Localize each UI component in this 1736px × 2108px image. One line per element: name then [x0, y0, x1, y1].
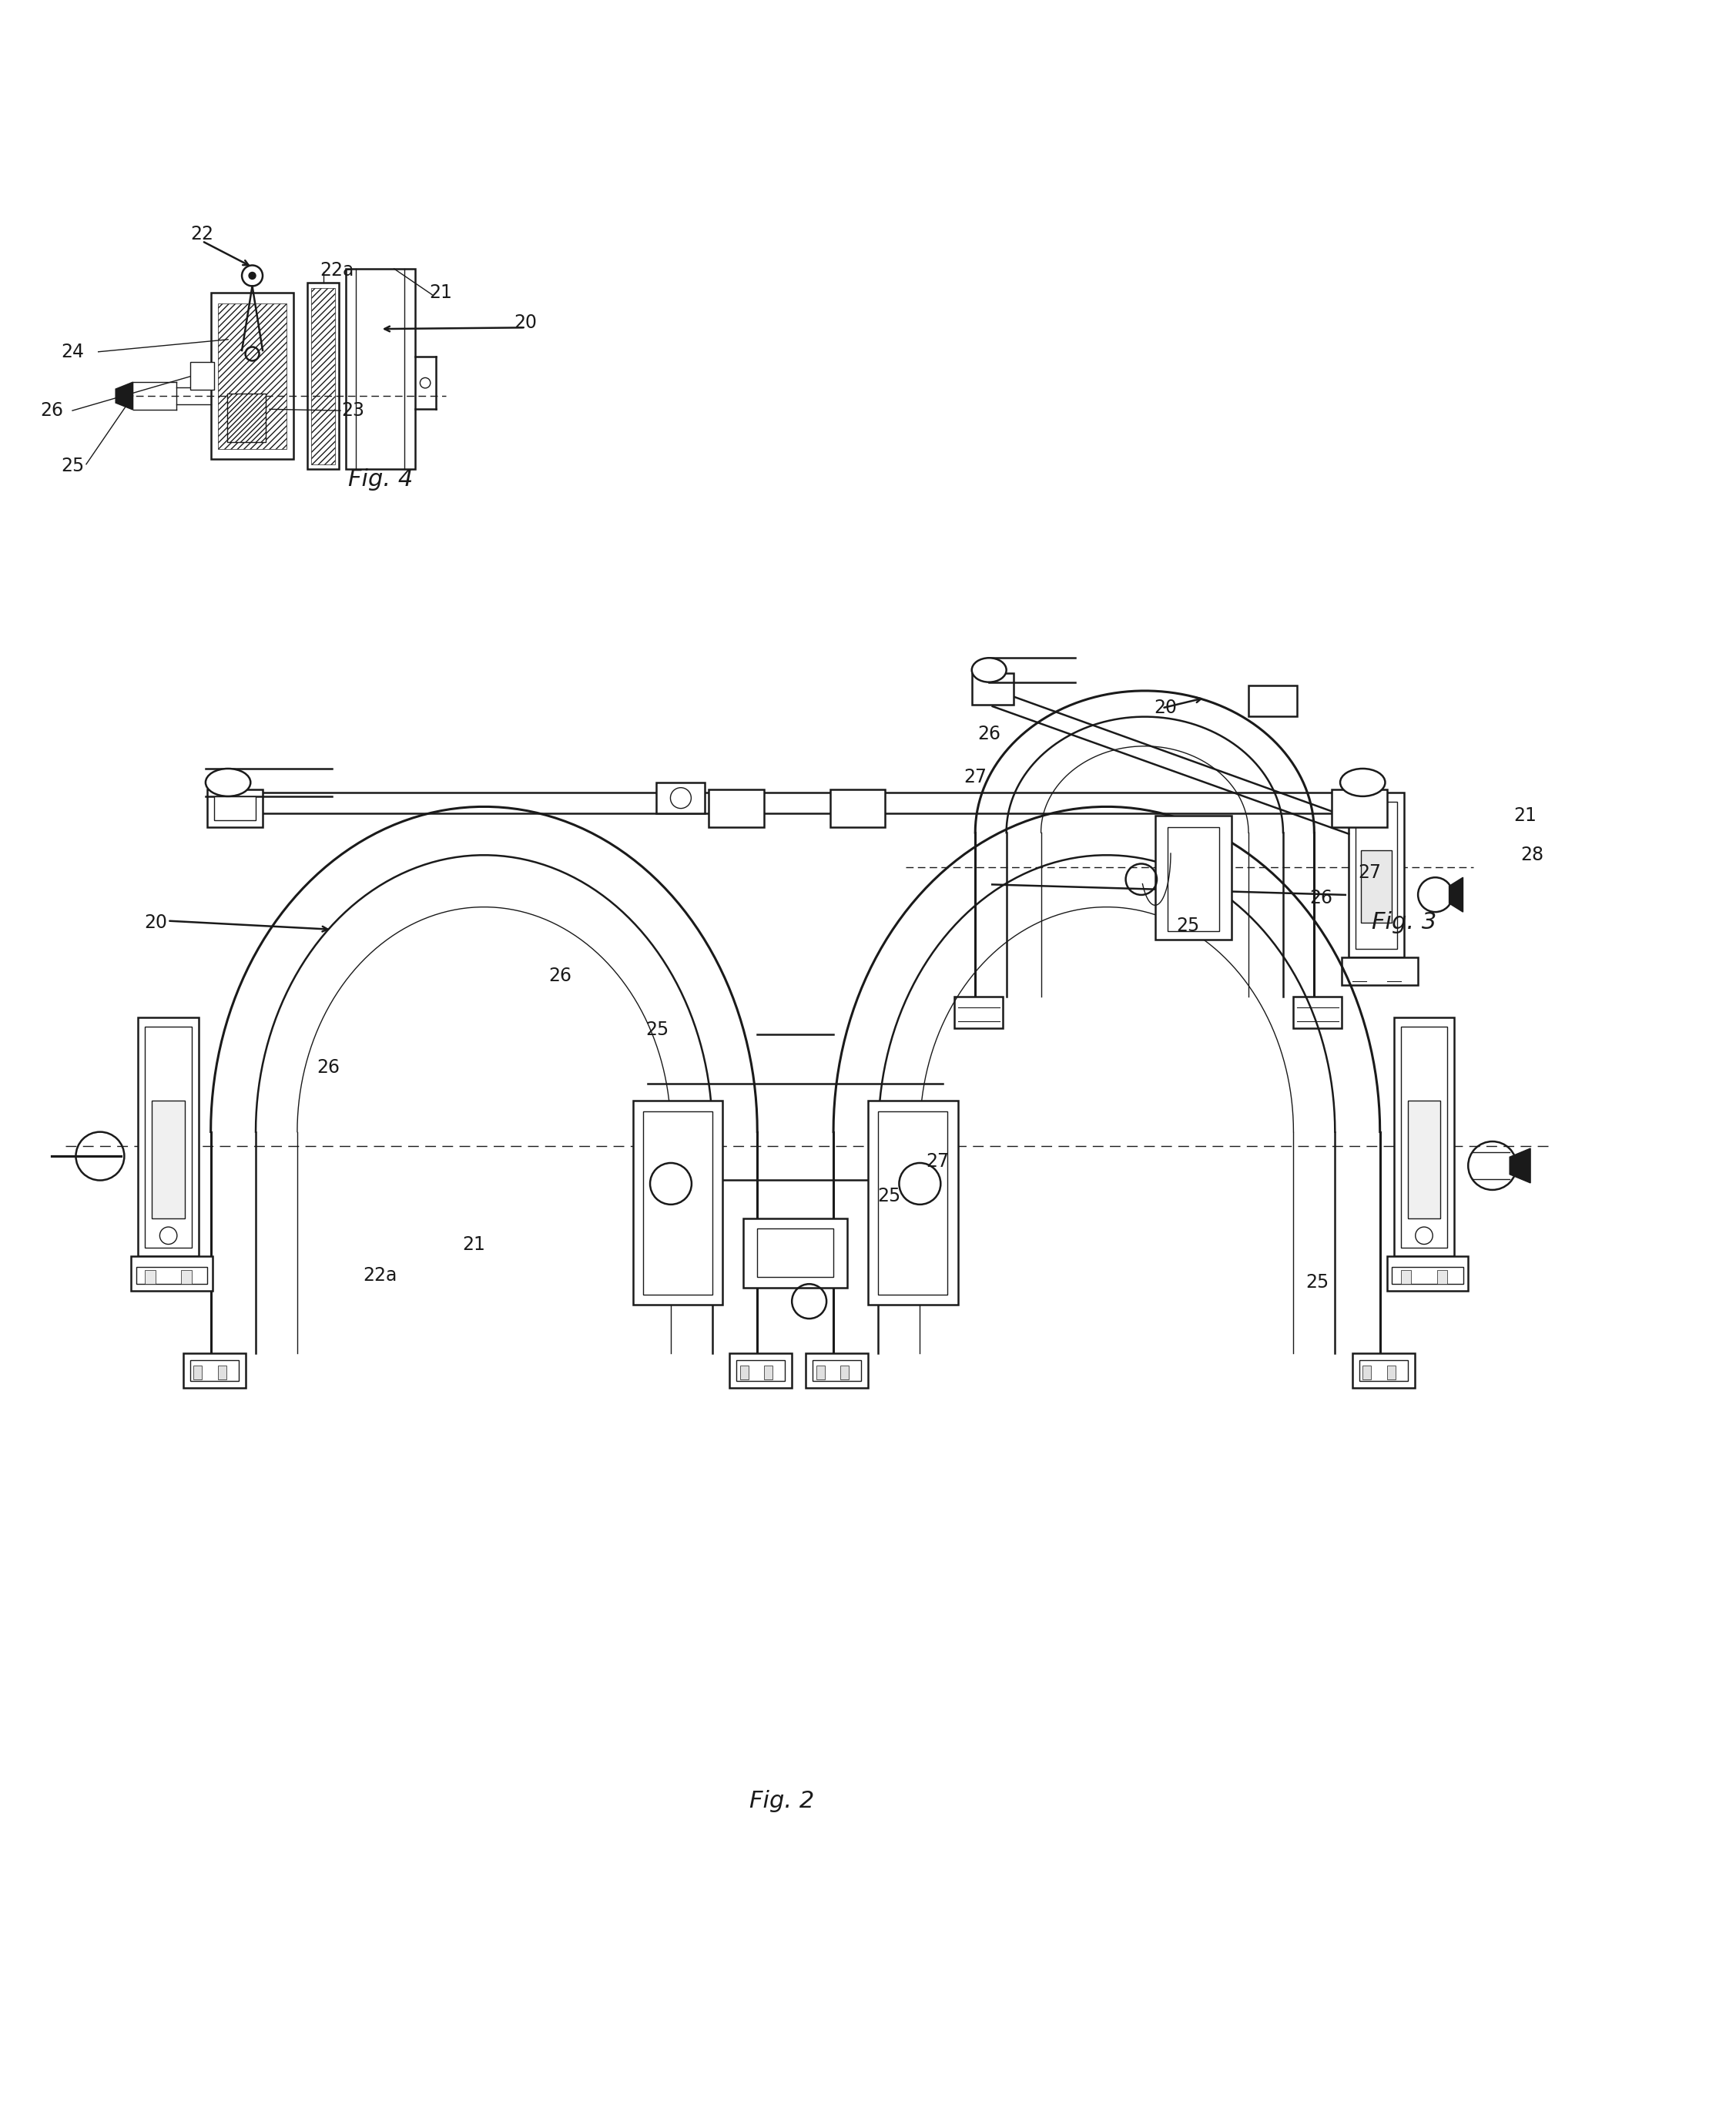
Bar — [806, 1353, 868, 1387]
Text: 25: 25 — [1305, 1273, 1330, 1292]
Bar — [1332, 788, 1387, 828]
Ellipse shape — [205, 769, 250, 797]
Ellipse shape — [1340, 769, 1385, 797]
Text: 27: 27 — [963, 767, 986, 786]
Bar — [1437, 1271, 1448, 1284]
Bar — [740, 1366, 748, 1379]
Bar — [214, 797, 255, 820]
Bar — [868, 1100, 958, 1305]
Text: 20: 20 — [144, 913, 167, 932]
Bar — [764, 1366, 773, 1379]
Text: Fig. 3: Fig. 3 — [1371, 911, 1437, 934]
Bar — [757, 1229, 833, 1277]
Text: 25: 25 — [646, 1020, 668, 1039]
Text: 26: 26 — [316, 1058, 340, 1077]
Bar — [955, 997, 1003, 1029]
Bar — [307, 282, 339, 470]
Text: 22a: 22a — [319, 261, 354, 280]
Bar — [210, 293, 293, 460]
Bar — [146, 1271, 156, 1284]
Bar — [1401, 1027, 1448, 1248]
Text: 25: 25 — [61, 457, 83, 474]
Text: 26: 26 — [549, 968, 571, 984]
Bar — [189, 1360, 238, 1381]
Bar — [1392, 1267, 1463, 1284]
Bar — [1154, 816, 1231, 940]
Text: 26: 26 — [40, 401, 62, 419]
Bar — [1387, 1366, 1396, 1379]
Bar — [132, 1256, 212, 1290]
Ellipse shape — [972, 658, 1007, 683]
Text: 27: 27 — [925, 1151, 950, 1170]
Bar — [708, 788, 764, 828]
Bar — [139, 1018, 198, 1256]
Text: 26: 26 — [977, 725, 1000, 744]
Text: Fig. 4: Fig. 4 — [347, 468, 413, 491]
Bar — [207, 788, 262, 828]
Bar — [217, 1366, 226, 1379]
Bar — [816, 1366, 825, 1379]
Text: 26: 26 — [1309, 890, 1333, 909]
Text: 20: 20 — [514, 314, 536, 331]
Text: 21: 21 — [429, 285, 453, 301]
Bar — [1356, 801, 1397, 949]
Text: 20: 20 — [1154, 700, 1177, 717]
Bar — [1352, 1353, 1415, 1387]
Bar — [1167, 828, 1219, 932]
Text: 21: 21 — [462, 1235, 484, 1254]
Bar — [181, 1271, 191, 1284]
Bar — [193, 1366, 201, 1379]
Bar — [812, 1360, 861, 1381]
Text: 25: 25 — [1177, 917, 1200, 936]
Bar — [1359, 1360, 1408, 1381]
Text: 27: 27 — [1358, 862, 1382, 881]
Bar — [656, 782, 705, 814]
Text: 24: 24 — [61, 341, 83, 360]
Bar — [1363, 1366, 1371, 1379]
Bar — [972, 672, 1014, 704]
Bar — [1248, 685, 1297, 717]
Bar — [830, 788, 885, 828]
Bar — [1408, 1100, 1441, 1218]
Text: Fig. 2: Fig. 2 — [748, 1790, 814, 1813]
Bar — [743, 1218, 847, 1288]
Polygon shape — [1450, 877, 1463, 913]
Bar — [1342, 957, 1418, 984]
Bar — [736, 1360, 785, 1381]
Bar — [1401, 1271, 1411, 1284]
Bar — [1349, 793, 1404, 957]
Bar — [227, 394, 266, 443]
Bar — [634, 1100, 722, 1305]
Bar — [729, 1353, 792, 1387]
Polygon shape — [1510, 1149, 1531, 1183]
Bar — [182, 1353, 245, 1387]
Text: 21: 21 — [1514, 805, 1536, 824]
Bar — [840, 1366, 849, 1379]
Bar — [189, 363, 214, 390]
Bar — [217, 304, 286, 449]
Bar — [311, 289, 335, 464]
Bar — [1394, 1018, 1455, 1256]
Bar — [345, 268, 415, 470]
Text: 28: 28 — [1521, 845, 1543, 864]
Text: 25: 25 — [877, 1187, 901, 1206]
Bar — [878, 1111, 948, 1294]
Bar — [146, 1027, 191, 1248]
Bar — [1293, 997, 1342, 1029]
Bar — [1361, 850, 1392, 923]
Text: 23: 23 — [340, 401, 365, 419]
Bar — [642, 1111, 712, 1294]
Text: 22a: 22a — [363, 1267, 398, 1284]
Text: 22: 22 — [191, 226, 214, 242]
Circle shape — [248, 272, 255, 278]
Bar — [137, 1267, 207, 1284]
Bar — [153, 1100, 184, 1218]
Polygon shape — [116, 382, 134, 409]
Bar — [1387, 1256, 1469, 1290]
